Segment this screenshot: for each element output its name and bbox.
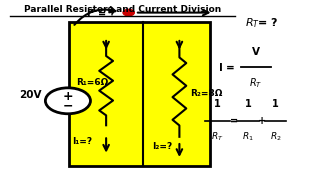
Text: 1: 1 [272,99,279,109]
Text: 1: 1 [214,99,221,109]
Text: $R_T$= ?: $R_T$= ? [245,17,279,30]
Text: −: − [63,99,73,112]
Circle shape [123,9,134,16]
Text: 1: 1 [244,99,251,109]
Text: $\mathbf{I}$ =: $\mathbf{I}$ = [218,61,235,73]
Text: Parallel Resistors and Current Division: Parallel Resistors and Current Division [24,5,221,14]
Text: I₁=?: I₁=? [73,137,93,146]
Text: $R_1$: $R_1$ [242,130,254,143]
Text: $R_2$: $R_2$ [270,130,281,143]
Bar [69,22,211,166]
Circle shape [45,88,91,114]
Text: $R_T$: $R_T$ [211,130,224,143]
Text: I₂=?: I₂=? [152,142,172,151]
Text: +: + [63,90,73,103]
Text: $R_T$: $R_T$ [249,76,262,90]
Text: Iᵀ = ?: Iᵀ = ? [87,8,115,19]
Text: V: V [252,47,260,57]
Text: +: + [258,116,266,126]
Text: 20V: 20V [19,90,42,100]
Text: R₁=6Ω: R₁=6Ω [76,78,108,87]
Text: =: = [229,116,238,126]
Text: R₂=8Ω: R₂=8Ω [190,89,223,98]
